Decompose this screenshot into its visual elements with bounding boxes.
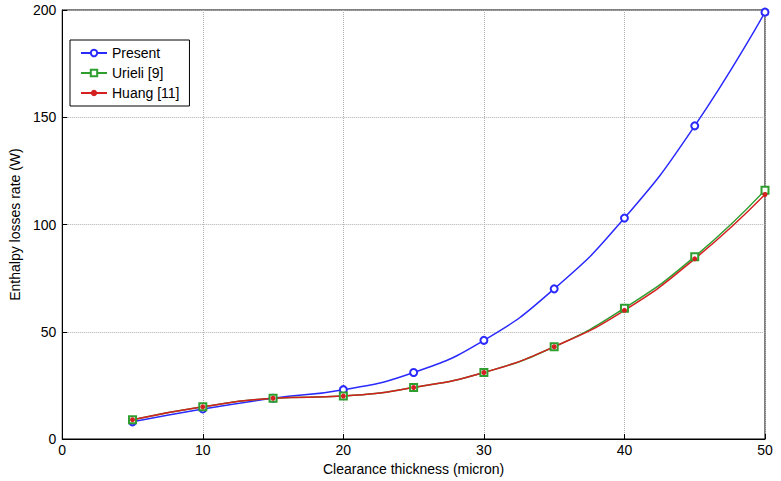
svg-text:0: 0 <box>58 442 66 458</box>
svg-text:200: 200 <box>33 2 57 18</box>
svg-text:0: 0 <box>48 431 56 447</box>
svg-text:Urieli [9]: Urieli [9] <box>112 65 163 81</box>
svg-text:Enthalpy losses rate (W): Enthalpy losses rate (W) <box>7 148 23 301</box>
svg-text:Clearance thickness (micron): Clearance thickness (micron) <box>323 461 504 477</box>
svg-text:50: 50 <box>41 324 57 340</box>
svg-text:Huang [11]: Huang [11] <box>112 85 179 101</box>
svg-text:150: 150 <box>33 109 57 125</box>
svg-text:100: 100 <box>33 217 57 233</box>
svg-text:50: 50 <box>757 442 773 458</box>
svg-text:30: 30 <box>476 442 492 458</box>
svg-text:Present: Present <box>112 45 160 61</box>
svg-text:40: 40 <box>617 442 633 458</box>
svg-text:20: 20 <box>336 442 352 458</box>
svg-text:10: 10 <box>195 442 211 458</box>
